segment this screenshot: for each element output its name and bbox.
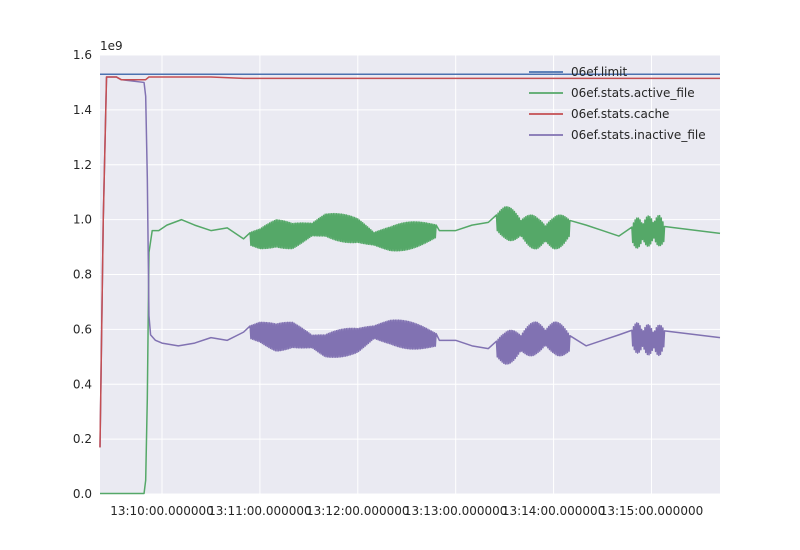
x-tick-label: 13:14:00.000000 [502, 504, 606, 518]
y-axis-offset-label: 1e9 [100, 39, 123, 53]
x-tick-label: 13:15:00.000000 [600, 504, 704, 518]
series-line-06ef-stats-inactive-file [99, 76, 721, 448]
y-tick-label: 0.0 [73, 487, 92, 501]
x-tick-label: 13:10:00.000000 [110, 504, 214, 518]
y-tick-label: 1.0 [73, 213, 92, 227]
legend: 06ef.limit 06ef.stats.active_file 06ef.sta… [529, 65, 706, 142]
x-tick-label: 13:11:00.000000 [208, 504, 312, 518]
legend-label: 06ef.stats.active_file [571, 86, 695, 100]
series-line-06ef-stats-active-file [100, 206, 721, 495]
series-line-06ef-stats-cache [99, 76, 720, 448]
y-tick-label: 0.8 [73, 268, 92, 282]
y-tick-label: 0.2 [73, 432, 92, 446]
y-tick-label: 1.2 [73, 158, 92, 172]
grid-lines [100, 54, 720, 495]
legend-label: 06ef.stats.inactive_file [571, 128, 706, 142]
x-tick-label: 13:13:00.000000 [404, 504, 508, 518]
legend-label: 06ef.stats.cache [571, 107, 669, 121]
series-lines [99, 73, 721, 495]
tick-labels: 0.0 0.2 0.4 0.6 0.8 1.0 1.2 1.4 1.6 13:10:00.0000… [73, 48, 703, 518]
x-tick-label: 13:12:00.000000 [306, 504, 410, 518]
y-tick-label: 1.6 [73, 48, 92, 62]
legend-label: 06ef.limit [571, 65, 628, 79]
y-tick-label: 0.4 [73, 377, 92, 391]
y-tick-label: 1.4 [73, 103, 92, 117]
y-tick-label: 0.6 [73, 322, 92, 336]
